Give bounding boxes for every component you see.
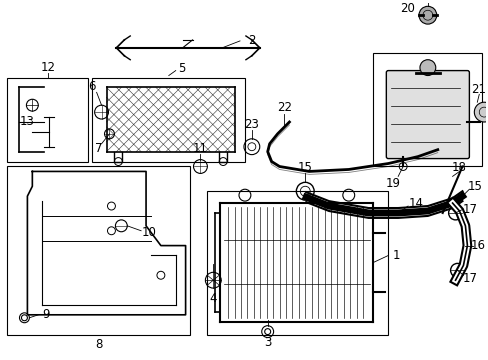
Text: 11: 11 <box>193 142 207 155</box>
Text: 17: 17 <box>462 203 477 216</box>
Text: 15: 15 <box>467 180 482 193</box>
Circle shape <box>473 102 488 122</box>
Bar <box>373 53 481 166</box>
Bar <box>91 77 244 162</box>
Text: 22: 22 <box>276 101 291 114</box>
Text: 3: 3 <box>264 336 271 349</box>
Text: 19: 19 <box>385 177 400 190</box>
Text: 18: 18 <box>451 161 466 174</box>
Text: 1: 1 <box>392 249 399 262</box>
Text: 23: 23 <box>244 118 259 131</box>
Bar <box>7 77 87 162</box>
Text: 12: 12 <box>41 61 56 74</box>
FancyBboxPatch shape <box>386 71 468 159</box>
Text: 7: 7 <box>95 142 102 155</box>
Text: 21: 21 <box>470 83 485 96</box>
Text: 8: 8 <box>95 338 102 351</box>
Circle shape <box>419 60 435 76</box>
Text: 14: 14 <box>407 197 423 210</box>
Text: 2: 2 <box>247 35 255 48</box>
Circle shape <box>418 6 436 24</box>
Text: 10: 10 <box>142 226 156 239</box>
Text: 6: 6 <box>88 80 95 93</box>
Text: 9: 9 <box>42 308 50 321</box>
Text: 16: 16 <box>470 239 485 252</box>
Text: 20: 20 <box>399 2 414 15</box>
Text: 17: 17 <box>462 272 477 285</box>
Text: 15: 15 <box>297 161 312 174</box>
Text: 13: 13 <box>20 116 35 129</box>
Bar <box>7 166 189 334</box>
Bar <box>207 191 387 334</box>
Text: 4: 4 <box>209 292 217 305</box>
Text: 5: 5 <box>178 62 185 75</box>
